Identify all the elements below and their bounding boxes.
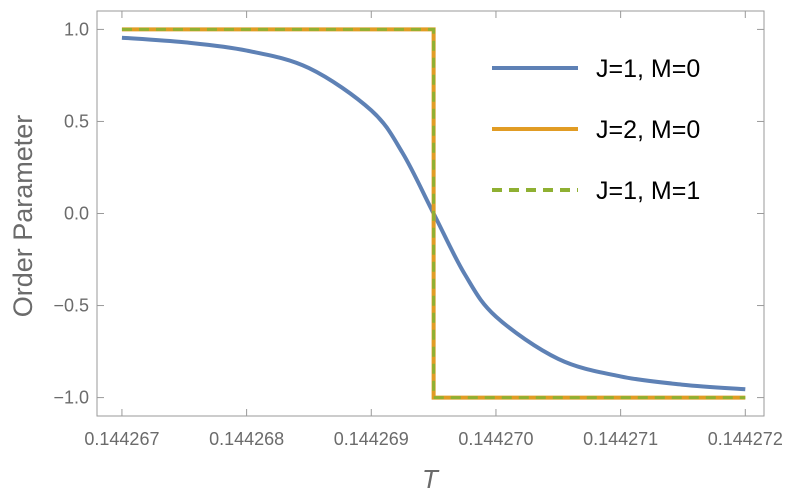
x-tick-label: 0.144270: [458, 429, 533, 449]
y-tick-label: 0.0: [64, 204, 89, 224]
y-axis-title: Order Parameter: [8, 115, 38, 318]
x-tick-label: 0.144271: [583, 429, 658, 449]
legend-label: J=2, M=0: [596, 116, 700, 144]
legend: J=1, M=0 J=2, M=0 J=1, M=1: [492, 55, 700, 205]
legend-label: J=1, M=0: [596, 55, 700, 83]
x-tick-label: 0.144267: [84, 429, 159, 449]
series-layer: [121, 27, 746, 400]
y-tick-label: −0.5: [53, 296, 89, 316]
series-line-3: [121, 27, 746, 400]
x-tick-label: 0.144272: [708, 429, 783, 449]
y-tick-label: −1.0: [53, 388, 89, 408]
x-tick-label: 0.144269: [334, 429, 409, 449]
y-axis-ticks: 1.0 0.5 0.0 −0.5 −1.0: [53, 19, 764, 408]
x-axis-ticks: 0.144267 0.144268 0.144269 0.144270 0.144271…: [84, 11, 783, 449]
x-tick-label: 0.144268: [209, 429, 284, 449]
y-tick-label: 0.5: [64, 111, 89, 131]
y-tick-label: 1.0: [64, 19, 89, 39]
x-axis-title: T: [422, 464, 440, 494]
legend-label: J=1, M=1: [596, 177, 700, 205]
